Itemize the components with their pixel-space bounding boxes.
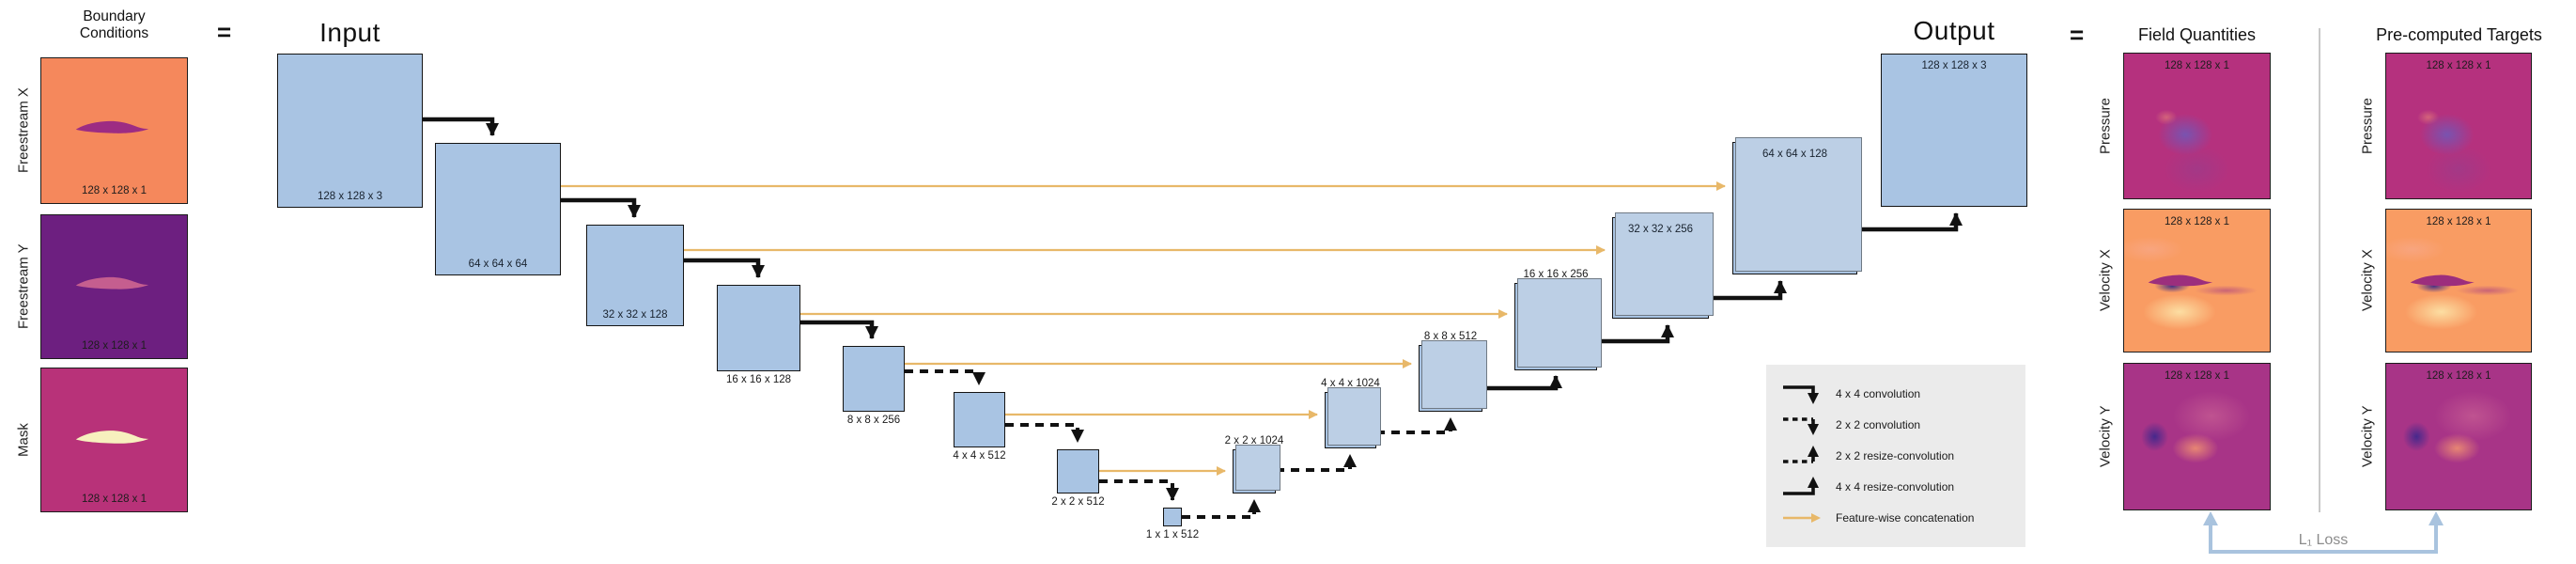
bc-image-mask: 128 x 128 x 1	[40, 368, 188, 512]
unet-box-enc-32: 32 x 32 x 128	[586, 225, 684, 326]
unet-box-enc-64: 64 x 64 x 64	[435, 143, 561, 275]
precomputed-targets-header: Pre-computed Targets	[2376, 25, 2542, 44]
input-title: Input	[319, 18, 380, 47]
pt-label-velocity-x: Velocity X	[2359, 249, 2376, 312]
output-title: Output	[1913, 16, 1995, 45]
resize-conv-4x4-arrow-icon	[1783, 477, 1819, 495]
legend-row: 2 x 2 convolution	[1781, 410, 2025, 441]
unet-box-dec-2: 2 x 2 x 1024	[1225, 435, 1283, 494]
unet-box-enc-16: 16 x 16 x 128	[717, 285, 800, 385]
legend-row: 2 x 2 resize-convolution	[1781, 441, 2025, 472]
bc-image-freestream-y: 128 x 128 x 1	[40, 214, 188, 359]
unet-box-input: 128 x 128 x 3	[277, 54, 423, 208]
legend: 4 x 4 convolution 2 x 2 convolution 2 x …	[1766, 365, 2025, 547]
column-divider	[2319, 28, 2320, 512]
legend-row: 4 x 4 convolution	[1781, 379, 2025, 410]
pt-image-pressure: 128 x 128 x 1	[2385, 53, 2532, 199]
bc-label-mask: Mask	[15, 423, 32, 457]
bc-label-freestream-x: Freestream X	[15, 87, 32, 174]
resize-conv-2x2-arrows	[1182, 417, 1457, 519]
legend-row: Feature-wise concatenation	[1781, 503, 2025, 534]
bc-image-freestream-x: 128 x 128 x 1	[40, 57, 188, 204]
unet-box-dec-4: 4 x 4 x 1024	[1321, 378, 1380, 448]
fq-image-velocity-x: 128 x 128 x 1	[2123, 209, 2271, 352]
field-quantities-header: Field Quantities	[2137, 25, 2257, 44]
fq-image-velocity-y: 128 x 128 x 1	[2123, 363, 2271, 510]
airfoil-silhouette	[75, 427, 151, 448]
boundary-conditions-header: Boundary Conditions	[79, 8, 149, 41]
pt-label-velocity-y: Velocity Y	[2359, 405, 2376, 468]
equals-sign-left: =	[217, 18, 232, 46]
unet-box-bottleneck-1: 1 x 1 x 512	[1146, 508, 1199, 540]
unet-box-dec-64: 64 x 64 x 128	[1732, 142, 1857, 274]
airfoil-silhouette	[2410, 272, 2476, 290]
fq-label-velocity-x: Velocity X	[2097, 249, 2114, 312]
legend-row: 4 x 4 resize-convolution	[1781, 472, 2025, 503]
pt-label-pressure: Pressure	[2359, 97, 2376, 155]
bc-image-dim: 128 x 128 x 1	[81, 494, 147, 505]
equals-sign-right: =	[2070, 21, 2085, 49]
pt-image-velocity-y: 128 x 128 x 1	[2385, 363, 2532, 510]
unet-box-dec-8: 8 x 8 x 512	[1419, 331, 1482, 412]
airfoil-silhouette	[75, 118, 151, 138]
resize-conv-2x2-arrow-icon	[1783, 446, 1819, 463]
conv-2x2-arrow-icon	[1783, 417, 1819, 435]
airfoil-silhouette	[2148, 272, 2214, 290]
bc-image-dim: 128 x 128 x 1	[81, 340, 147, 352]
pt-image-velocity-x: 128 x 128 x 1	[2385, 209, 2532, 352]
unet-box-dec-32: 32 x 32 x 256	[1612, 217, 1709, 319]
unet-box-dec-16: 16 x 16 x 256	[1514, 269, 1597, 370]
unet-box-enc-4: 4 x 4 x 512	[953, 392, 1006, 462]
fq-label-pressure: Pressure	[2097, 97, 2114, 155]
airfoil-silhouette	[75, 274, 151, 293]
bc-label-freestream-y: Freestream Y	[15, 243, 32, 330]
unet-box-enc-2: 2 x 2 x 512	[1051, 449, 1105, 508]
unet-box-enc-8: 8 x 8 x 256	[843, 346, 905, 426]
fq-image-pressure: 128 x 128 x 1	[2123, 53, 2271, 199]
conv-4x4-arrow-icon	[1783, 385, 1819, 404]
fq-label-velocity-y: Velocity Y	[2097, 405, 2114, 468]
conv-2x2-arrows	[905, 369, 1179, 501]
bc-image-dim: 128 x 128 x 1	[81, 185, 147, 196]
l1-loss-label: L₁ Loss	[2298, 532, 2349, 548]
concatenation-arrow-icon	[1783, 513, 1821, 523]
unet-box-output: 128 x 128 x 3	[1881, 54, 2027, 207]
